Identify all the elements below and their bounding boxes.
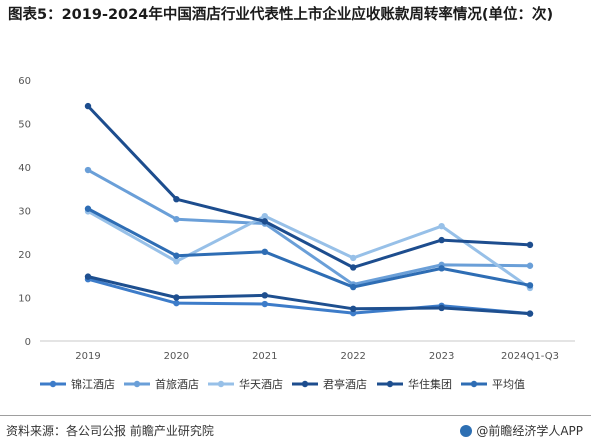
series-line xyxy=(87,275,531,316)
x-tick-label: 2019 xyxy=(75,351,100,362)
legend-swatch-marker xyxy=(301,380,309,388)
app-logo-icon xyxy=(460,424,473,437)
series xyxy=(84,208,534,292)
data-point xyxy=(350,254,357,262)
data-point xyxy=(438,236,445,244)
data-point xyxy=(173,216,180,223)
legend-swatch-marker xyxy=(49,380,57,388)
x-tick-label: 2021 xyxy=(252,351,277,362)
series xyxy=(84,273,534,317)
data-point xyxy=(438,222,445,230)
legend-label: 首旅酒店 xyxy=(155,377,199,391)
app-credit: @前瞻经济学人APP xyxy=(460,422,583,439)
data-point xyxy=(261,292,268,299)
data-point xyxy=(84,273,92,280)
legend-item: 首旅酒店 xyxy=(124,377,199,391)
data-point xyxy=(350,305,357,313)
legend-item: 华天酒店 xyxy=(208,377,283,391)
data-point xyxy=(173,252,180,259)
data-point xyxy=(526,310,534,317)
legend-label: 锦江酒店 xyxy=(71,377,115,391)
legend-swatch-marker xyxy=(470,380,478,388)
series-line xyxy=(87,207,531,289)
series-line xyxy=(86,105,531,269)
series xyxy=(84,205,534,291)
data-point xyxy=(84,166,92,174)
x-axis: 2019 2020 2021 2022 2023 2024Q1-Q3 xyxy=(75,351,559,362)
data-point xyxy=(261,248,268,256)
y-tick-label: 0 xyxy=(25,337,31,348)
y-tick-label: 50 xyxy=(18,120,31,131)
y-tick-label: 30 xyxy=(18,207,31,218)
series-group xyxy=(84,102,534,317)
legend: 锦江酒店 首旅酒店 华天酒店 君亭酒店 华住集团 平均值 xyxy=(40,377,525,391)
series-line xyxy=(87,210,531,290)
data-point xyxy=(350,283,357,291)
y-tick-label: 20 xyxy=(18,250,31,261)
data-point xyxy=(438,265,445,272)
data-point xyxy=(173,294,180,301)
data-point xyxy=(526,241,534,249)
data-point xyxy=(84,102,92,110)
app-credit-label: @前瞻经济学人APP xyxy=(476,424,583,438)
series xyxy=(84,102,534,271)
x-tick-label: 2024Q1-Q3 xyxy=(501,351,559,362)
data-point xyxy=(173,299,180,307)
series-line xyxy=(87,168,531,286)
x-tick-label: 2022 xyxy=(340,351,365,362)
data-point xyxy=(261,212,268,220)
data-point xyxy=(526,282,534,289)
legend-label: 平均值 xyxy=(492,378,525,391)
legend-swatch-marker xyxy=(217,380,225,388)
y-axis: 0 10 20 30 40 50 60 xyxy=(18,76,31,348)
data-point xyxy=(350,264,357,271)
legend-label: 华天酒店 xyxy=(239,377,283,391)
legend-swatch-marker xyxy=(133,380,141,388)
y-tick-label: 40 xyxy=(18,163,31,174)
data-point xyxy=(261,300,268,308)
legend-swatch-marker xyxy=(386,380,394,388)
y-tick-label: 10 xyxy=(18,294,31,305)
legend-item: 平均值 xyxy=(461,378,525,391)
chart-title: 图表5：2019-2024年中国酒店行业代表性上市企业应收账款周转率情况(单位：… xyxy=(8,7,554,23)
data-point xyxy=(173,195,180,203)
data-point xyxy=(261,218,268,225)
line-chart: 0 10 20 30 40 50 60 2019 2020 2021 2022 2023 2024Q1… xyxy=(18,76,575,391)
legend-item: 君亭酒店 xyxy=(292,377,367,391)
footer: 资料来源：各公司公报 前瞻产业研究院 @前瞻经济学人APP xyxy=(0,415,591,448)
legend-item: 锦江酒店 xyxy=(40,377,115,391)
data-point xyxy=(84,205,92,212)
data-point xyxy=(173,258,180,265)
data-point xyxy=(526,262,534,269)
y-tick-label: 60 xyxy=(18,76,31,87)
x-tick-label: 2020 xyxy=(164,351,189,362)
source-note: 资料来源：各公司公报 前瞻产业研究院 xyxy=(6,424,214,438)
series-line xyxy=(87,277,531,316)
legend-label: 华住集团 xyxy=(408,377,452,391)
data-point xyxy=(438,304,445,312)
legend-item: 华住集团 xyxy=(377,377,452,391)
legend-label: 君亭酒店 xyxy=(323,377,367,391)
x-tick-label: 2023 xyxy=(429,351,454,362)
